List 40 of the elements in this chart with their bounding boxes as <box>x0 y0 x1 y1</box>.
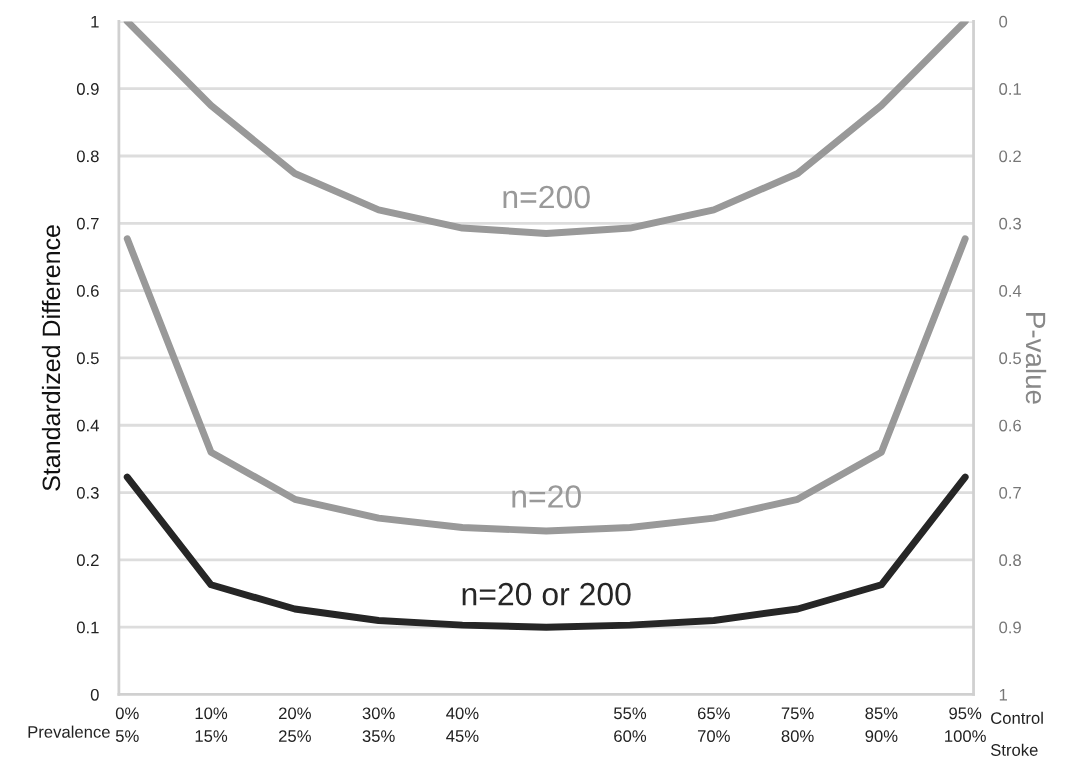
y2-tick-label: 0.5 <box>999 352 1022 365</box>
y2-tick-label: 0.7 <box>999 486 1021 499</box>
y2-axis-title: P-value <box>1025 313 1047 404</box>
y-tick-label: 0.8 <box>76 150 99 163</box>
y-tick-label: 0.3 <box>76 486 99 499</box>
y2-tick-label: 0 <box>999 15 1008 28</box>
y-tick-label: 0.9 <box>76 83 99 95</box>
y-tick-label: 0.2 <box>76 554 99 567</box>
annotation: n=20 or 200 <box>462 582 631 606</box>
text: Stroke <box>990 743 1038 756</box>
x-tick-label: 95% 100% <box>945 707 986 742</box>
annotation: n=20 <box>512 485 581 508</box>
x-tick-label: 65% 70% <box>697 707 730 742</box>
y2-tick-label: 0.3 <box>999 217 1021 230</box>
x-tick-label: 0% 5% <box>115 707 139 742</box>
y-tick-label: 0.5 <box>76 352 99 365</box>
y-tick-label: 0.6 <box>76 285 99 297</box>
x-tick-label: 10% 15% <box>195 707 228 742</box>
y2-tick-label: 0.6 <box>999 419 1021 432</box>
y2-tick-label: 0.4 <box>999 285 1022 297</box>
x-tick-label: 75% 80% <box>781 707 814 742</box>
text: Control <box>991 711 1043 724</box>
y-tick-label: 0 <box>90 688 99 701</box>
y2-tick-label: 0.2 <box>999 150 1021 163</box>
text: Prevalence <box>28 725 110 738</box>
y-axis-title: Standardized Difference <box>41 225 61 491</box>
annotation: n=200 <box>503 185 590 209</box>
y-tick-label: 0.7 <box>76 217 99 230</box>
y2-tick-label: 1 <box>999 689 1007 701</box>
y2-tick-label: 0.8 <box>999 554 1021 567</box>
y2-tick-label: 0.1 <box>999 83 1021 95</box>
y2-tick-label: 0.9 <box>999 621 1021 634</box>
x-tick-label: 30% 35% <box>362 707 395 742</box>
x-tick-label: 40% 45% <box>446 707 479 742</box>
y-tick-label: 1 <box>91 15 99 28</box>
y-tick-label: 0.4 <box>76 419 99 432</box>
x-tick-label: 20% 25% <box>279 707 311 742</box>
x-tick-label: 55% 60% <box>613 707 647 742</box>
y-tick-label: 0.1 <box>76 621 99 634</box>
x-tick-label: 85% 90% <box>865 707 898 742</box>
